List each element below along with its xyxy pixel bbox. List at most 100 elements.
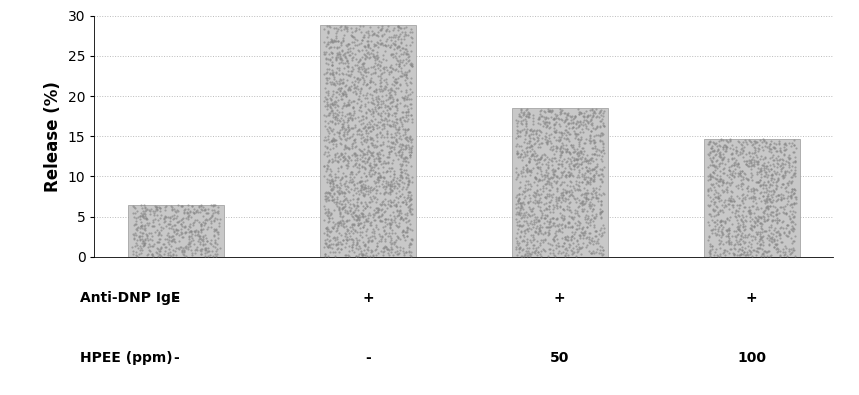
Point [550,188,564,194]
Point [319,206,332,213]
Point [740,251,753,258]
Point [354,117,368,123]
Point [400,68,414,75]
Point [355,184,369,191]
Point [326,135,339,142]
Point [732,164,746,171]
Point [754,235,768,241]
Point [343,102,356,108]
Point [137,242,150,248]
Point [352,96,366,102]
Point [762,196,776,202]
Point [405,237,418,243]
Point [783,193,797,199]
Point [513,200,527,206]
Point [386,66,399,72]
Point [596,120,610,126]
Point [335,105,349,111]
Point [200,237,214,244]
Point [317,203,331,209]
Point [515,151,528,158]
Point [587,176,600,182]
Point [388,203,402,209]
Point [146,253,160,259]
Point [350,76,364,82]
Point [586,145,600,151]
Point [384,241,398,247]
Point [534,199,548,205]
Point [720,228,734,234]
Point [557,165,571,171]
Point [702,139,716,145]
Point [574,229,588,235]
Point [350,190,363,196]
Point [771,153,785,159]
Point [391,248,405,254]
Point [359,82,373,88]
Point [547,172,561,178]
Point [336,60,350,66]
Point [761,213,775,219]
Point [742,203,756,210]
Point [549,245,563,251]
Point [722,227,735,233]
Point [736,190,750,197]
Point [538,120,551,126]
Point [152,236,166,242]
Point [526,152,539,158]
Point [786,225,800,231]
Point [382,220,396,226]
Point [332,184,345,190]
Point [589,240,603,246]
Point [553,204,567,211]
Point [536,236,550,243]
Point [544,182,557,188]
Point [163,215,177,221]
Point [759,170,773,177]
Point [720,248,734,254]
Point [561,129,575,135]
Point [325,62,338,68]
Point [783,202,797,209]
Point [161,241,175,247]
Point [379,182,393,189]
Point [336,218,350,224]
Point [396,228,410,235]
Point [338,231,352,237]
Point [584,128,598,134]
Point [338,23,352,29]
Point [719,186,733,192]
Point [706,169,720,175]
Point [350,83,364,89]
Point [757,250,771,256]
Point [591,237,605,244]
Point [395,123,409,130]
Point [199,245,213,251]
Point [339,196,353,203]
Point [774,196,788,203]
Point [345,33,359,40]
Point [756,156,770,162]
Point [732,152,746,158]
Point [754,223,768,229]
Point [716,179,730,185]
Point [594,192,608,198]
Point [746,195,760,201]
Point [576,235,589,241]
Point [383,183,397,190]
Point [735,196,749,203]
Point [336,79,350,86]
Point [713,245,727,251]
Point [210,241,224,247]
Point [590,122,604,129]
Point [353,69,367,75]
Point [369,106,382,112]
Point [549,115,563,122]
Point [337,220,350,226]
Point [757,214,771,220]
Point [775,239,789,246]
Point [178,223,192,229]
Point [787,214,801,220]
Point [533,128,546,134]
Point [545,158,558,164]
